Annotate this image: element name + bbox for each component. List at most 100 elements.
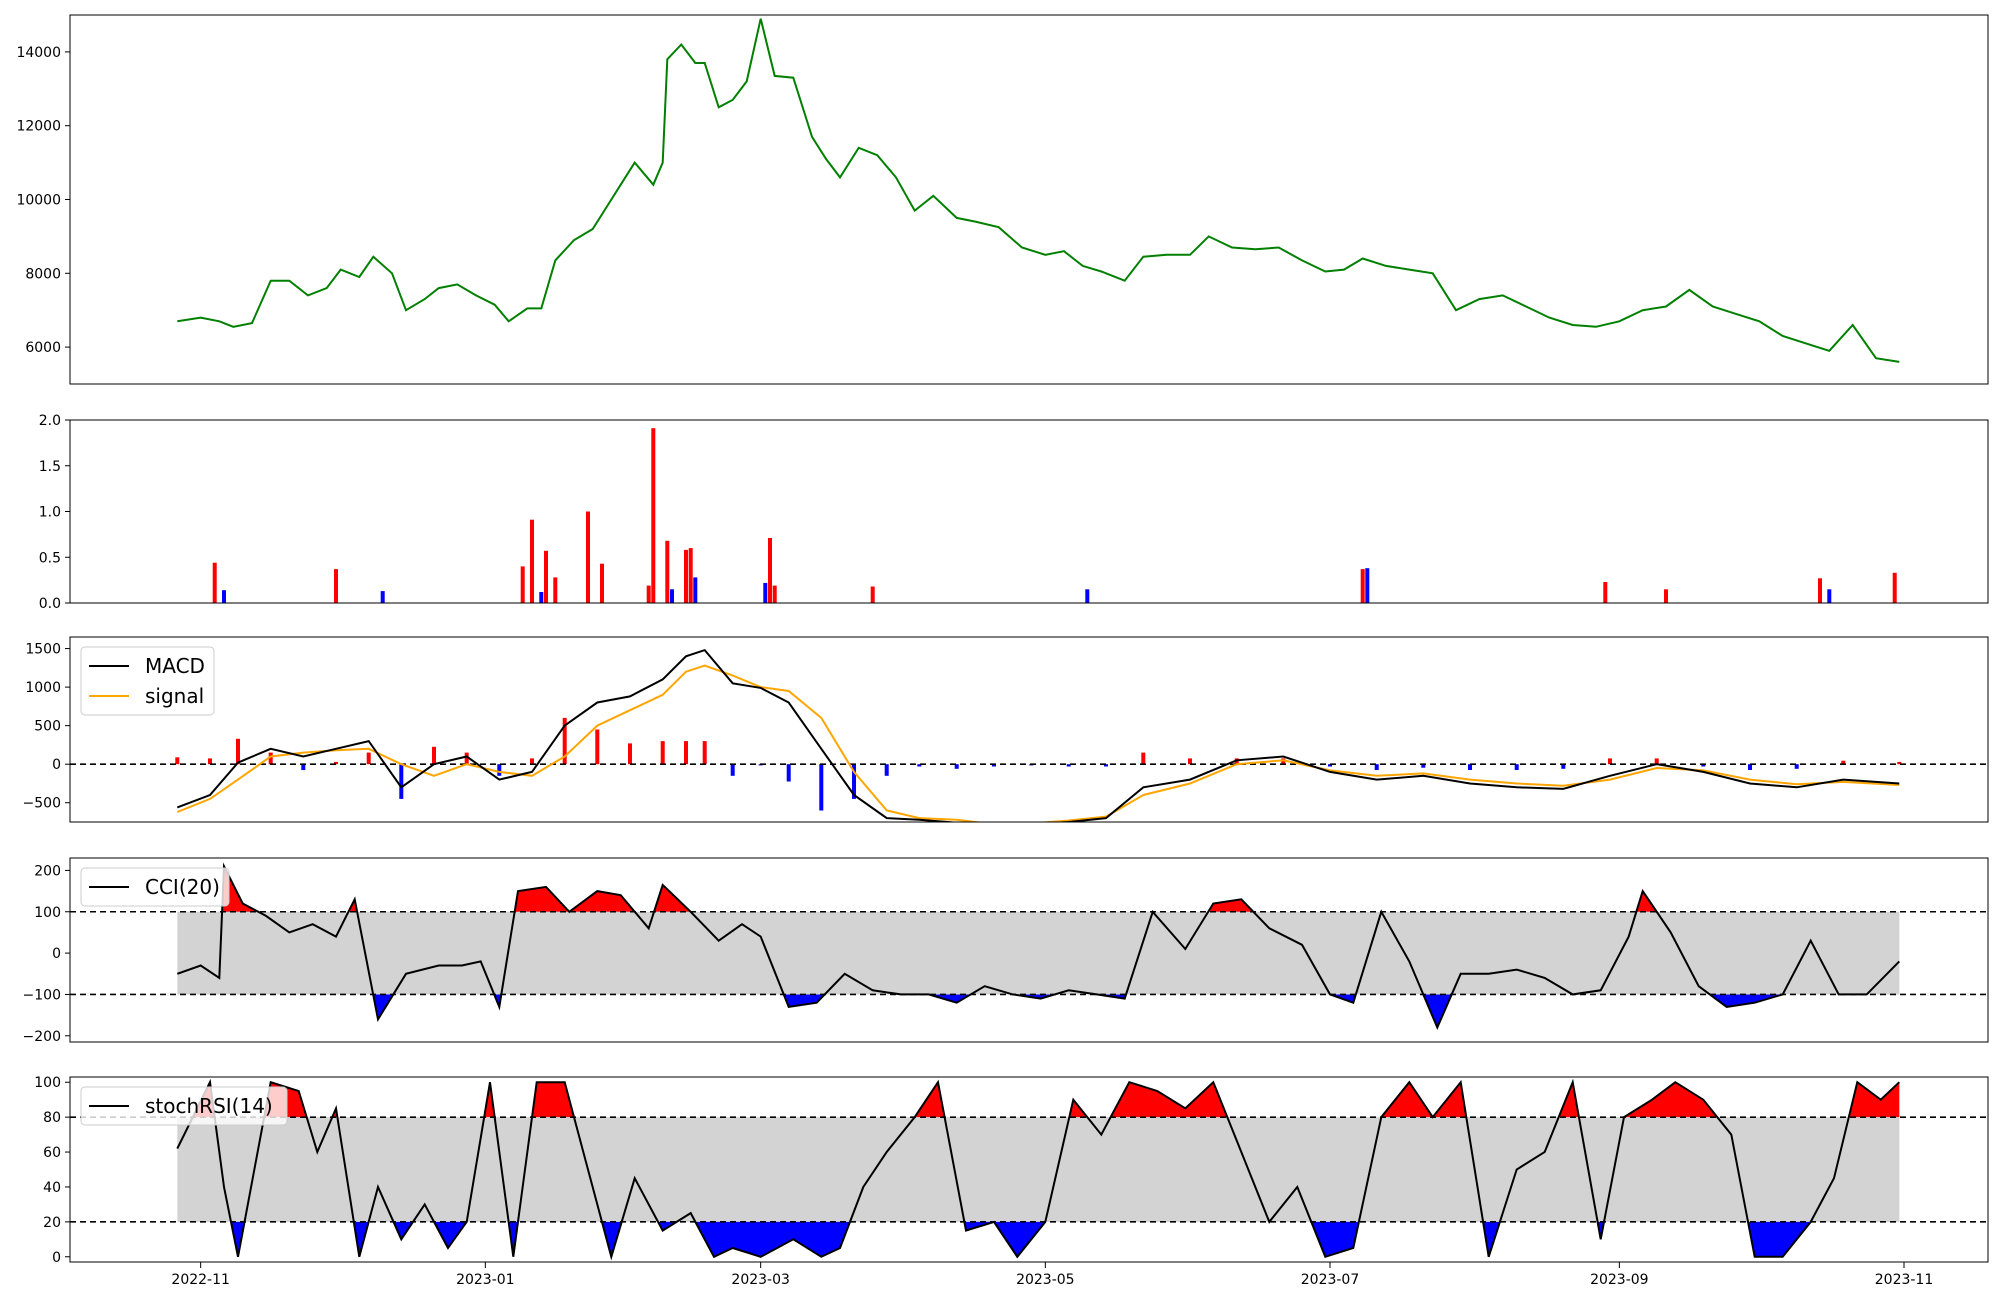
y-tick-label: 2.0 bbox=[39, 413, 61, 429]
oversold-fill bbox=[783, 994, 825, 1007]
overbought-fill bbox=[654, 884, 691, 912]
macd-line bbox=[176, 648, 1900, 822]
macd-histogram-bar bbox=[595, 729, 600, 765]
overbought-fill bbox=[1208, 899, 1254, 912]
macd-histogram-bar bbox=[1608, 758, 1612, 765]
macd-histogram-bar bbox=[917, 764, 922, 767]
y-tick-label: 8000 bbox=[25, 266, 61, 282]
volume-bar bbox=[870, 586, 875, 603]
legend-label: signal bbox=[145, 684, 204, 708]
y-tick-label: 1000 bbox=[25, 680, 61, 696]
y-tick-label: 14000 bbox=[16, 45, 61, 61]
overbought-fill bbox=[1381, 1082, 1433, 1118]
macd-histogram-bar bbox=[1561, 764, 1566, 769]
overbought-fill bbox=[222, 866, 259, 912]
macd-histogram-bar bbox=[1421, 764, 1426, 768]
plot-area-2 bbox=[70, 648, 1988, 822]
plot-area-4 bbox=[70, 1078, 1988, 1261]
legend-label: CCI(20) bbox=[145, 875, 220, 899]
y-tick-label: 0.5 bbox=[39, 550, 61, 566]
macd-histogram-bar bbox=[786, 764, 791, 782]
macd-histogram-bar bbox=[1374, 764, 1379, 770]
macd-histogram-bar bbox=[268, 752, 273, 765]
volume-bar bbox=[1892, 572, 1897, 603]
volume-bar bbox=[586, 511, 590, 603]
macd-histogram-bar bbox=[562, 717, 567, 765]
volume-bar bbox=[553, 577, 558, 603]
y-tick-label: 0 bbox=[52, 757, 61, 773]
macd-histogram-bar bbox=[730, 764, 735, 776]
macd-histogram-bar bbox=[819, 764, 824, 811]
macd-histogram-bar bbox=[852, 764, 856, 799]
overbought-fill bbox=[1110, 1082, 1228, 1118]
oversold-fill bbox=[508, 1221, 518, 1257]
x-tick-label: 2023-11 bbox=[1875, 1272, 1934, 1288]
y-tick-label: 80 bbox=[43, 1110, 61, 1126]
oversold-fill bbox=[994, 1221, 1046, 1257]
y-tick-label: 12000 bbox=[16, 119, 61, 135]
volume-bar bbox=[665, 540, 670, 603]
oversold-fill bbox=[1423, 994, 1452, 1028]
macd-histogram-bar bbox=[1468, 764, 1472, 770]
y-tick-label: 6000 bbox=[25, 340, 61, 356]
oversold-fill bbox=[602, 1221, 622, 1257]
panels-layer: 600080001000012000140000.00.51.01.52.0−5… bbox=[16, 14, 1989, 1266]
volume-bar bbox=[693, 577, 698, 603]
oversold-fill bbox=[1483, 1221, 1500, 1257]
x-tick-label: 2023-07 bbox=[1301, 1272, 1360, 1288]
x-tick-label: 2023-01 bbox=[456, 1272, 515, 1288]
macd-histogram-bar bbox=[702, 741, 707, 765]
y-tick-label: 1500 bbox=[25, 642, 61, 658]
panel-2: −500 0 500 1000 1500 MACD signal bbox=[23, 636, 1989, 823]
volume-bar bbox=[222, 590, 226, 603]
oversold-fill bbox=[1709, 994, 1783, 1007]
volume-bar bbox=[1664, 589, 1668, 603]
oversold-fill bbox=[353, 1221, 369, 1257]
volume-bar bbox=[212, 562, 217, 603]
volume-bar bbox=[772, 585, 777, 603]
macd-histogram-bar bbox=[175, 757, 180, 765]
oversold-fill bbox=[695, 1221, 850, 1257]
y-tick-label: 0 bbox=[52, 946, 61, 962]
legend-box bbox=[80, 646, 215, 716]
overbought-fill bbox=[569, 891, 635, 912]
macd-histogram-bar bbox=[464, 752, 469, 765]
macd-histogram-bar bbox=[628, 743, 632, 765]
plot-area-1 bbox=[212, 428, 1897, 603]
oversold-fill bbox=[1311, 1221, 1359, 1257]
macd-histogram-bar bbox=[1066, 764, 1071, 767]
macd-histogram-bar bbox=[684, 741, 688, 765]
plot-area-0 bbox=[177, 18, 1900, 363]
overbought-fill bbox=[532, 1082, 574, 1118]
y-tick-label: 0.0 bbox=[39, 596, 61, 612]
macd-histogram-bar bbox=[366, 752, 371, 765]
macd-histogram-bar bbox=[301, 764, 306, 770]
macd-histogram-bar bbox=[1328, 764, 1332, 767]
macd-histogram-bar bbox=[1897, 761, 1902, 765]
macd-histogram-bar bbox=[1701, 764, 1706, 767]
volume-bar bbox=[544, 550, 548, 603]
macd-histogram-bar bbox=[399, 764, 404, 799]
y-tick-label: −200 bbox=[23, 1029, 61, 1045]
y-tick-label: 100 bbox=[34, 905, 61, 921]
panel-0: 6000 8000 10000 12000 14000 bbox=[16, 14, 1989, 385]
plot-area-3 bbox=[70, 862, 1988, 1031]
volume-bar bbox=[1827, 589, 1832, 603]
macd-histogram-bar bbox=[884, 764, 889, 776]
overbought-fill bbox=[484, 1082, 495, 1118]
y-tick-label: 20 bbox=[43, 1215, 61, 1231]
macd-histogram-bar bbox=[530, 758, 534, 765]
macd-histogram-bar bbox=[334, 761, 338, 765]
y-tick-label: 60 bbox=[43, 1145, 61, 1161]
overbought-fill bbox=[914, 1082, 945, 1118]
volume-bar bbox=[1818, 578, 1822, 603]
volume-bar bbox=[1360, 569, 1365, 603]
volume-bar bbox=[684, 549, 688, 603]
y-tick-label: 100 bbox=[34, 1075, 61, 1091]
panel-frame-4 bbox=[69, 1076, 1989, 1263]
macd-histogram-bar bbox=[497, 764, 502, 776]
volume-bar bbox=[651, 428, 656, 603]
legend-label: MACD bbox=[145, 654, 205, 678]
neutral-band bbox=[177, 1117, 1900, 1222]
